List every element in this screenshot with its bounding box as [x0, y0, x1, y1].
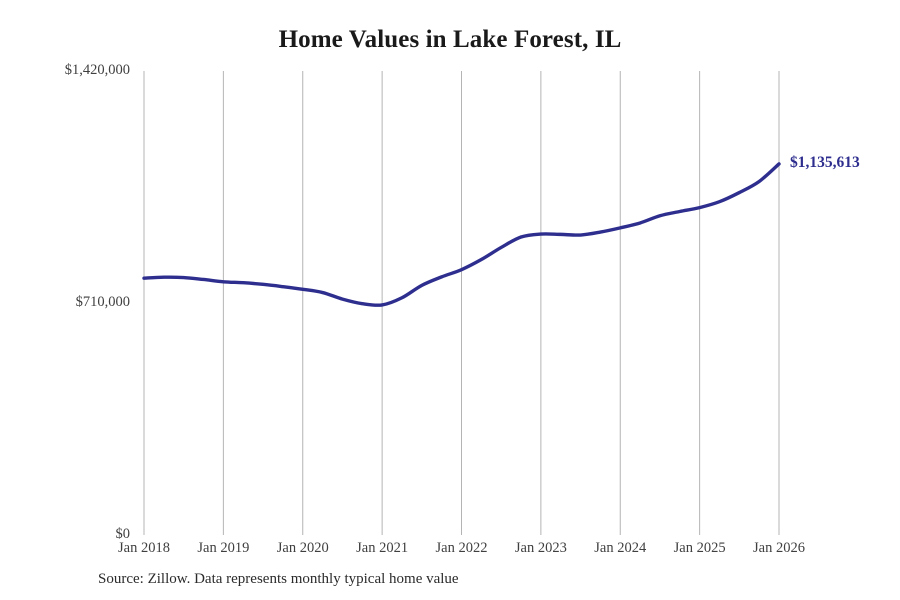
- y-axis-tick-label: $1,420,000: [64, 62, 130, 78]
- x-axis-tick-label: Jan 2022: [435, 540, 488, 556]
- value-line-series: [142, 162, 781, 308]
- x-axis-tick-label: Jan 2019: [197, 540, 250, 556]
- chart-title: Home Values in Lake Forest, IL: [278, 26, 622, 53]
- x-axis-tick-label: Jan 2025: [673, 540, 726, 556]
- y-axis-tick-label: $710,000: [75, 294, 130, 310]
- source-note: Source: Zillow. Data represents monthly …: [98, 571, 459, 587]
- x-axis-tick-label: Jan 2021: [356, 540, 409, 556]
- y-axis-tick-label: $0: [115, 526, 131, 542]
- x-axis-tick-label: Jan 2018: [118, 540, 170, 556]
- x-axis-tick-label: Jan 2024: [594, 540, 647, 556]
- x-axis-tick-label: Jan 2023: [514, 540, 567, 556]
- gridlines: [143, 71, 780, 535]
- x-axis-tick-label: Jan 2026: [753, 540, 805, 556]
- x-axis-tick-label: Jan 2020: [276, 540, 329, 556]
- end-value-annotation: $1,135,613: [790, 153, 860, 171]
